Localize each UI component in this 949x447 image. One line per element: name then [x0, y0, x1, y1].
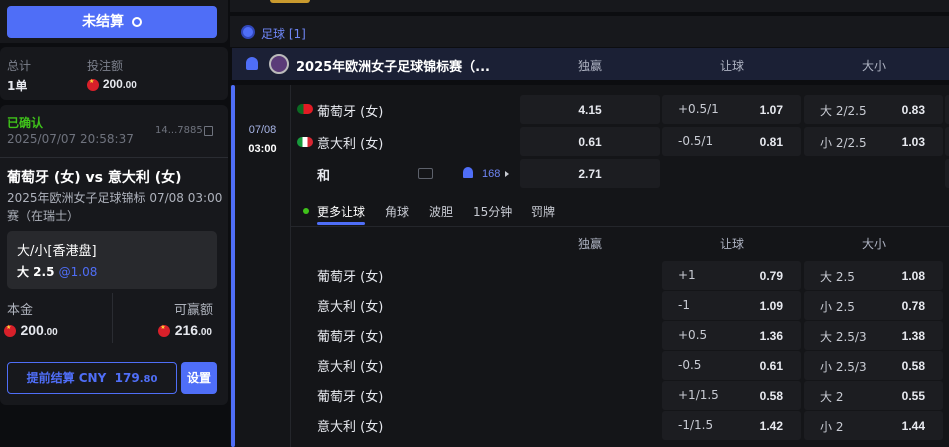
divider: [291, 226, 949, 227]
summary-card: 总计 1单 投注额 200.00: [0, 47, 228, 100]
divider: [112, 293, 113, 343]
active-tab-indicator: [317, 222, 365, 225]
divider: [290, 85, 291, 447]
tab-15-minutes[interactable]: 15分钟: [473, 205, 513, 219]
odds-home-1x2[interactable]: 4.15: [520, 95, 660, 124]
match-accent-bar: [231, 85, 235, 447]
row-handicap-odds[interactable]: +1/1.5 0.58: [662, 381, 801, 410]
league-header[interactable]: 2025年欧洲女子足球锦标赛（... 独赢 让球 大小: [232, 48, 949, 80]
row-team: 意大利 (女): [317, 300, 384, 315]
settings-button[interactable]: 设置: [181, 362, 217, 394]
copy-icon[interactable]: [204, 126, 213, 136]
soccer-ball-icon: [241, 25, 255, 39]
bet-id: 14...7885: [155, 125, 203, 136]
bell-icon[interactable]: [463, 167, 473, 178]
row-handicap-odds[interactable]: +0.5 1.36: [662, 321, 801, 350]
row-handicap-odds[interactable]: -1/1.5 1.42: [662, 411, 801, 440]
row-over-under-odds[interactable]: 大 2 0.55: [804, 381, 943, 410]
away-team: 意大利 (女): [317, 137, 384, 152]
sport-header-label: 足球 [1]: [261, 27, 306, 41]
draw-label: 和: [317, 169, 331, 184]
principal-label: 本金: [7, 303, 34, 318]
payout-label: 可赢额: [173, 303, 213, 318]
match-title: 葡萄牙 (女) vs 意大利 (女): [7, 170, 182, 186]
bell-icon[interactable]: [246, 57, 258, 70]
live-dot-icon: [303, 208, 309, 214]
cashout-button[interactable]: 提前结算 CNY 179.80: [7, 362, 177, 394]
row-team: 葡萄牙 (女): [317, 270, 384, 285]
top-strip: [230, 0, 949, 12]
bet-time: 2025/07/07 20:58:37: [7, 132, 134, 146]
stake-value: 200.00: [87, 77, 137, 91]
league-title: 2025年欧洲女子足球锦标赛（...: [296, 60, 490, 75]
selection-odds: @1.08: [58, 265, 98, 279]
row-over-under-odds[interactable]: 小 2.5/3 0.58: [804, 351, 943, 380]
payout-value: 216.00: [158, 322, 212, 339]
row-over-under-odds[interactable]: 大 2.5 1.08: [804, 261, 943, 290]
odds-away-handicap[interactable]: -0.5/1 0.81: [662, 127, 801, 156]
row-over-under-odds[interactable]: 小 2 1.44: [804, 411, 943, 440]
row-team: 意大利 (女): [317, 420, 384, 435]
cny-flag-icon: [87, 78, 99, 91]
row-handicap-odds[interactable]: -1 1.09: [662, 291, 801, 320]
stake-label: 投注额: [87, 59, 124, 73]
selection-box: 大/小[香港盘] 大 2.5 @1.08: [7, 231, 217, 289]
row-team: 葡萄牙 (女): [317, 330, 384, 345]
banner-edge: [270, 0, 310, 3]
league-line-1: 2025年欧洲女子足球锦标 07/08 03:00: [7, 191, 223, 205]
caret-right-icon[interactable]: [505, 171, 509, 177]
italy-flag-icon: [297, 137, 313, 147]
odds-away-1x2[interactable]: 0.61: [520, 127, 660, 156]
selection: 大 2.5 @1.08: [17, 265, 98, 279]
refresh-icon: [131, 17, 142, 27]
match-time: 03:00: [248, 143, 277, 155]
match-date: 07/08: [248, 124, 277, 136]
market-name: 大/小[香港盘]: [17, 244, 97, 259]
cny-flag-icon: [4, 324, 16, 337]
row-over-under-odds[interactable]: 大 2.5/3 1.38: [804, 321, 943, 350]
field-stats-icon[interactable]: [418, 168, 433, 179]
total-value: 1单: [7, 79, 28, 93]
divider: [0, 157, 228, 158]
odds-over[interactable]: 大 2/2.5 0.83: [804, 95, 943, 124]
home-team: 葡萄牙 (女): [317, 105, 384, 120]
unsettled-button[interactable]: 未结算: [7, 6, 217, 38]
tab-cards[interactable]: 罚牌: [531, 205, 556, 219]
row-handicap-odds[interactable]: +1 0.79: [662, 261, 801, 290]
col-1x2: 独赢: [577, 59, 602, 73]
row-team: 葡萄牙 (女): [317, 390, 384, 405]
tab-more-handicap[interactable]: 更多让球: [317, 205, 366, 219]
tab-correct-score[interactable]: 波胆: [429, 205, 454, 219]
total-label: 总计: [7, 59, 32, 73]
cny-flag-icon: [158, 324, 171, 337]
row-over-under-odds[interactable]: 小 2.5 0.78: [804, 291, 943, 320]
league-logo-icon: [269, 54, 289, 74]
sub-col-over-under: 大小: [861, 237, 886, 251]
odds-home-handicap[interactable]: +0.5/1 1.07: [662, 95, 801, 124]
odds-cell-edge[interactable]: [945, 127, 949, 156]
row-team: 意大利 (女): [317, 360, 384, 375]
tab-corners[interactable]: 角球: [385, 205, 410, 219]
bet-status: 已确认: [7, 116, 44, 130]
bet-card: 已确认 2025/07/07 20:58:37 14...7885 葡萄牙 (女…: [0, 105, 228, 405]
col-over-under: 大小: [861, 59, 886, 73]
odds-cell-edge[interactable]: [945, 95, 949, 124]
col-handicap: 让球: [719, 59, 744, 73]
unsettled-label: 未结算: [82, 14, 125, 30]
sub-col-1x2: 独赢: [577, 237, 602, 251]
principal-value: 200.00: [4, 322, 58, 339]
odds-cell-edge[interactable]: [945, 159, 949, 188]
sport-header[interactable]: 足球 [1]: [230, 16, 949, 47]
sub-col-handicap: 让球: [719, 237, 744, 251]
row-handicap-odds[interactable]: -0.5 0.61: [662, 351, 801, 380]
league-line-2: 赛（在瑞士）: [7, 209, 80, 223]
odds-under[interactable]: 小 2/2.5 1.03: [804, 127, 943, 156]
portugal-flag-icon: [297, 104, 313, 114]
odds-draw-1x2[interactable]: 2.71: [520, 159, 660, 188]
more-markets-count[interactable]: 168: [482, 168, 501, 180]
